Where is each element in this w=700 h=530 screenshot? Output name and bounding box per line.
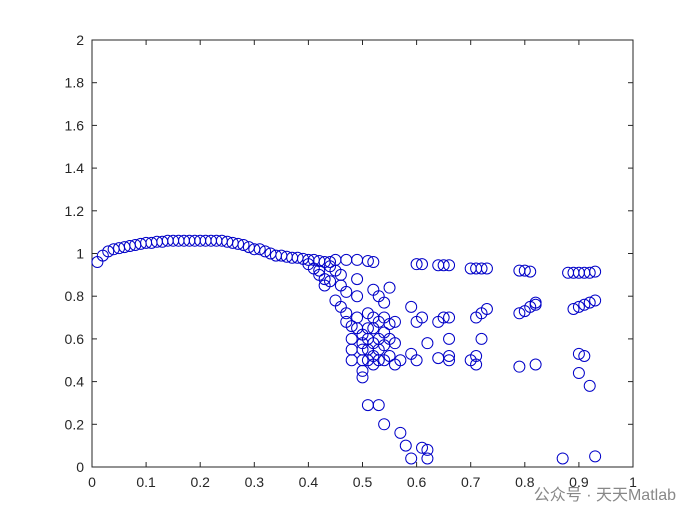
point (475, 262, 488, 275)
point (416, 311, 429, 324)
point (102, 245, 115, 258)
point (383, 349, 396, 362)
x-tick-label: 0.8 (515, 474, 535, 490)
y-tick-label: 0 (76, 459, 84, 475)
point (480, 262, 493, 275)
point (356, 371, 369, 384)
point (572, 347, 585, 360)
point (351, 273, 364, 286)
point (518, 264, 531, 277)
x-tick-label: 0.5 (353, 474, 373, 490)
x-tick-label: 0.7 (461, 474, 481, 490)
point (567, 303, 580, 316)
x-tick-label: 0.9 (569, 474, 589, 490)
point (421, 443, 434, 456)
point (388, 315, 401, 328)
point (259, 245, 272, 258)
point (443, 354, 456, 367)
point (405, 300, 418, 313)
point (367, 256, 380, 269)
point (437, 259, 450, 272)
watermark: 公众号 · 天天Matlab (534, 486, 676, 504)
point (583, 266, 596, 279)
y-tick-label: 0.8 (65, 288, 85, 304)
point (589, 450, 602, 463)
point (578, 349, 591, 362)
y-tick-label: 1.8 (65, 75, 85, 91)
point (513, 307, 526, 320)
point (421, 452, 434, 465)
x-tick-label: 0 (88, 474, 96, 490)
point (410, 354, 423, 367)
point (524, 265, 537, 278)
point (572, 300, 585, 313)
y-tick-label: 1.4 (65, 160, 85, 176)
point (589, 294, 602, 307)
y-tick-label: 0.6 (65, 331, 85, 347)
point (340, 307, 353, 320)
y-tick-label: 2 (76, 32, 84, 48)
point (378, 418, 391, 431)
point (372, 399, 385, 412)
point (416, 258, 429, 271)
point (313, 264, 326, 277)
x-tick-label: 0.1 (136, 474, 156, 490)
point (237, 238, 250, 251)
x-tick-label: 1 (629, 474, 637, 490)
point (470, 349, 483, 362)
point (437, 311, 450, 324)
point (443, 332, 456, 345)
point (324, 256, 337, 269)
point (583, 296, 596, 309)
point (383, 281, 396, 294)
point (470, 358, 483, 371)
point (345, 320, 358, 333)
y-tick-label: 1.2 (65, 203, 85, 219)
x-tick-label: 0.3 (245, 474, 265, 490)
point (529, 358, 542, 371)
point (318, 273, 331, 286)
x-tick-label: 0.4 (299, 474, 319, 490)
x-tick-label: 0.6 (407, 474, 427, 490)
y-tick-label: 0.4 (65, 374, 85, 390)
point (443, 349, 456, 362)
point (529, 296, 542, 309)
point (556, 452, 569, 465)
y-tick-label: 0.2 (65, 416, 85, 432)
point (361, 254, 374, 267)
point (513, 360, 526, 373)
point (340, 285, 353, 298)
point (405, 452, 418, 465)
point (416, 441, 429, 454)
point (378, 296, 391, 309)
point (399, 439, 412, 452)
point (410, 258, 423, 271)
point (443, 259, 456, 272)
point (356, 364, 369, 377)
point (394, 426, 407, 439)
point (443, 311, 456, 324)
plot-box (91, 39, 634, 468)
x-tick-label: 0.2 (190, 474, 210, 490)
point (480, 303, 493, 316)
point (572, 367, 585, 380)
point (383, 317, 396, 330)
point (583, 379, 596, 392)
point (388, 337, 401, 350)
point (578, 298, 591, 311)
point (421, 337, 434, 350)
point (318, 279, 331, 292)
point (253, 243, 266, 256)
y-tick-label: 1 (76, 246, 84, 262)
point (232, 237, 245, 250)
point (475, 332, 488, 345)
y-tick-label: 1.6 (65, 117, 85, 133)
point (589, 265, 602, 278)
point (351, 290, 364, 303)
point (394, 354, 407, 367)
point (372, 354, 385, 367)
